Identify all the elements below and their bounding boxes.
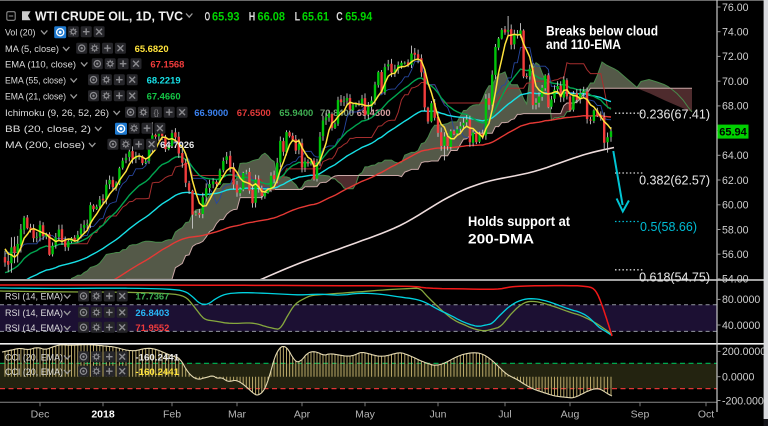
svg-text:Jul: Jul: [498, 409, 511, 421]
svg-text:O: O: [205, 11, 211, 23]
svg-text:65.94: 65.94: [719, 126, 747, 138]
svg-text:74.00: 74.00: [722, 27, 749, 39]
svg-text:BB (20, close, 2): BB (20, close, 2): [5, 124, 91, 135]
svg-text:EMA (110, close): EMA (110, close): [5, 59, 76, 70]
svg-text:Apr: Apr: [294, 409, 311, 421]
svg-text:71.9552: 71.9552: [135, 323, 169, 333]
svg-text:62.00: 62.00: [722, 175, 749, 187]
svg-text:and 110-EMA: and 110-EMA: [546, 36, 621, 52]
svg-text:0.0000: 0.0000: [722, 372, 755, 384]
svg-text:0.382(62.57): 0.382(62.57): [639, 174, 710, 188]
svg-text:RSI (14, EMA): RSI (14, EMA): [5, 323, 63, 334]
svg-text:CCI (20, EMA): CCI (20, EMA): [5, 352, 63, 363]
svg-text:C: C: [336, 11, 343, 23]
svg-text:MA (5, close): MA (5, close): [5, 44, 59, 55]
svg-text:H: H: [249, 11, 256, 23]
svg-text:-160.2441: -160.2441: [135, 352, 179, 362]
svg-text:EMA (55, close): EMA (55, close): [5, 75, 66, 86]
svg-text:54.00: 54.00: [722, 274, 749, 286]
svg-text:200-DMA: 200-DMA: [468, 231, 534, 247]
svg-text:56.00: 56.00: [722, 249, 749, 261]
svg-text:CCI (20, EMA): CCI (20, EMA): [5, 367, 63, 378]
svg-text:Breaks below cloud: Breaks below cloud: [546, 23, 658, 39]
svg-text:Ichimoku (9, 26, 52, 26): Ichimoku (9, 26, 52, 26): [5, 108, 109, 119]
svg-text:58.00: 58.00: [722, 224, 749, 236]
svg-text:69.4300: 69.4300: [357, 108, 391, 118]
svg-text:Vol (20): Vol (20): [5, 27, 36, 38]
svg-text:Jun: Jun: [430, 409, 447, 421]
svg-text:65.93: 65.93: [212, 11, 240, 23]
svg-text:WTI CRUDE OIL, 1D, TVC: WTI CRUDE OIL, 1D, TVC: [35, 8, 183, 23]
svg-text:70.00: 70.00: [722, 76, 749, 88]
svg-text:{}: {}: [154, 108, 160, 117]
svg-text:2018: 2018: [91, 409, 115, 421]
svg-text:200.0000: 200.0000: [722, 346, 766, 358]
svg-text:0.5(58.66): 0.5(58.66): [640, 220, 697, 234]
svg-text:RSI (14, EMA): RSI (14, EMA): [5, 308, 63, 319]
svg-text:MA (200, close): MA (200, close): [5, 140, 85, 151]
svg-text:Dec: Dec: [31, 409, 50, 421]
svg-text:26.8403: 26.8403: [135, 308, 169, 318]
svg-text:72.00: 72.00: [722, 51, 749, 63]
svg-text:Aug: Aug: [561, 409, 580, 421]
svg-text:65.61: 65.61: [302, 11, 330, 23]
svg-text:64.7026: 64.7026: [160, 140, 194, 150]
svg-text:80.0000: 80.0000: [722, 294, 760, 306]
svg-text:L: L: [295, 11, 301, 23]
svg-text:EMA (21, close): EMA (21, close): [5, 91, 66, 102]
svg-text:-200.0000: -200.0000: [722, 395, 768, 407]
svg-text:40.0000: 40.0000: [722, 320, 760, 332]
svg-text:RSI (14, EMA): RSI (14, EMA): [5, 292, 63, 303]
svg-text:65.9400: 65.9400: [279, 108, 313, 118]
svg-text:Mar: Mar: [228, 409, 247, 421]
svg-text:0.618(54.75): 0.618(54.75): [639, 270, 710, 284]
svg-text:0.236(67.41): 0.236(67.41): [639, 107, 710, 121]
svg-text:17.7367: 17.7367: [135, 292, 169, 302]
svg-text:60.00: 60.00: [722, 200, 749, 212]
svg-text:67.6500: 67.6500: [237, 108, 271, 118]
svg-text:67.1568: 67.1568: [150, 59, 184, 69]
svg-text:May: May: [355, 409, 376, 421]
svg-text:66.08: 66.08: [258, 11, 286, 23]
svg-text:68.00: 68.00: [722, 101, 749, 113]
svg-text:Sep: Sep: [631, 409, 650, 421]
svg-text:Feb: Feb: [163, 409, 181, 421]
svg-text:67.4660: 67.4660: [147, 91, 181, 101]
svg-text:Oct: Oct: [698, 409, 714, 421]
svg-text:66.9000: 66.9000: [194, 108, 228, 118]
svg-text:64.00: 64.00: [722, 150, 749, 162]
svg-text:65.6820: 65.6820: [135, 44, 169, 54]
svg-text:Holds support at: Holds support at: [468, 213, 570, 229]
svg-text:-160.2441: -160.2441: [135, 367, 179, 377]
svg-text:76.00: 76.00: [722, 2, 749, 14]
svg-text:68.2219: 68.2219: [147, 75, 181, 85]
svg-text:65.94: 65.94: [345, 11, 373, 23]
